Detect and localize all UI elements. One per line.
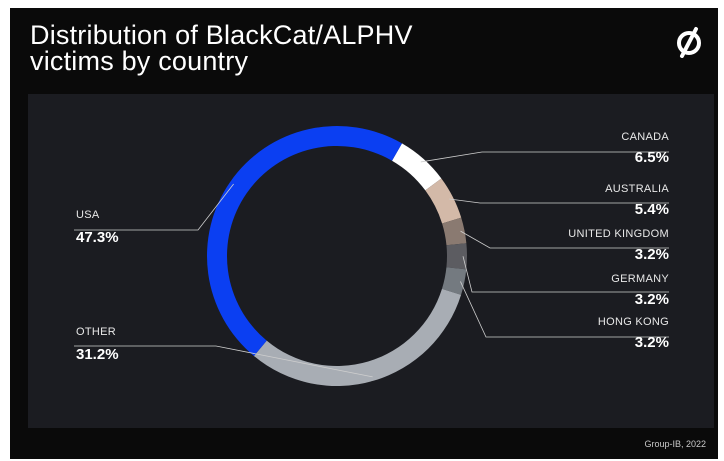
leader-line-usa <box>74 183 234 231</box>
label-value-germany: 3.2% <box>634 291 669 308</box>
label-name-other: OTHER <box>76 326 116 338</box>
slice-usa <box>207 125 402 356</box>
label-name-germany: GERMANY <box>611 273 669 285</box>
label-value-other: 31.2% <box>76 346 119 363</box>
chart-title-line-2: victims by country <box>30 46 249 76</box>
label-value-united-kingdom: 3.2% <box>634 246 669 263</box>
slice-other <box>253 288 462 386</box>
group-ib-logo-icon <box>677 27 701 58</box>
slice-hong-kong <box>441 267 467 295</box>
slice-canada <box>392 143 442 191</box>
chart-card: Distribution of BlackCat/ALPHV victims b… <box>10 8 718 459</box>
leader-line-hong-kong <box>460 281 669 338</box>
leader-line-australia <box>449 198 669 204</box>
label-value-usa: 47.3% <box>76 229 119 246</box>
leader-line-other <box>74 345 373 378</box>
label-name-australia: AUSTRALIA <box>605 183 669 195</box>
label-value-australia: 5.4% <box>634 201 669 218</box>
slice-germany <box>446 243 467 270</box>
leader-line-canada <box>420 151 669 163</box>
leader-line-united-kingdom <box>460 230 669 249</box>
label-name-usa: USA <box>76 209 100 221</box>
credit-text: Group-IB, 2022 <box>644 439 706 449</box>
label-name-united-kingdom: UNITED KINGDOM <box>568 228 669 240</box>
slice-united-kingdom <box>442 217 467 246</box>
label-name-canada: CANADA <box>621 131 669 143</box>
leader-line-germany <box>462 256 669 293</box>
chart-title-line-1: Distribution of BlackCat/ALPHV <box>30 20 413 50</box>
slice-australia <box>425 178 462 224</box>
label-value-hong-kong: 3.2% <box>634 334 669 351</box>
chart-panel: USA 47.3% OTHER 31.2% CANADA 6.5% AUSTRA… <box>28 94 714 428</box>
donut-chart <box>74 125 669 386</box>
label-name-hong-kong: HONG KONG <box>597 316 669 328</box>
label-value-canada: 6.5% <box>634 149 669 166</box>
chart-title: Distribution of BlackCat/ALPHV victims b… <box>30 20 630 76</box>
